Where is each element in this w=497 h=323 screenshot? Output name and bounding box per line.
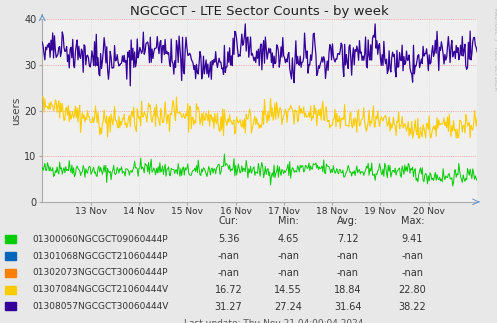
Text: 22.80: 22.80 xyxy=(399,285,426,295)
Text: RRDTOOL / TOBI OETIKER: RRDTOOL / TOBI OETIKER xyxy=(493,8,497,90)
Text: -nan: -nan xyxy=(337,268,359,278)
Text: Max:: Max: xyxy=(401,216,424,226)
Text: 5.36: 5.36 xyxy=(218,234,240,244)
Text: 27.24: 27.24 xyxy=(274,302,302,311)
Text: Last update: Thu Nov 21 04:00:04 2024: Last update: Thu Nov 21 04:00:04 2024 xyxy=(184,318,363,323)
Text: -nan: -nan xyxy=(402,251,423,261)
Text: 14.55: 14.55 xyxy=(274,285,302,295)
Text: 18.84: 18.84 xyxy=(334,285,362,295)
Text: 4.65: 4.65 xyxy=(277,234,299,244)
Text: -nan: -nan xyxy=(218,268,240,278)
Text: 01302073NGCGCT30060444P: 01302073NGCGCT30060444P xyxy=(32,268,168,277)
Text: 7.12: 7.12 xyxy=(337,234,359,244)
Text: 01308057NGCGCT30060444V: 01308057NGCGCT30060444V xyxy=(32,302,168,311)
Text: 01301068NGCGCT21060444P: 01301068NGCGCT21060444P xyxy=(32,252,168,261)
Title: NGCGCT - LTE Sector Counts - by week: NGCGCT - LTE Sector Counts - by week xyxy=(130,5,389,18)
Text: Cur:: Cur: xyxy=(219,216,239,226)
Text: -nan: -nan xyxy=(277,268,299,278)
Y-axis label: users: users xyxy=(11,97,21,125)
Text: Min:: Min: xyxy=(278,216,299,226)
Text: 31.27: 31.27 xyxy=(215,302,243,311)
Text: 38.22: 38.22 xyxy=(399,302,426,311)
Text: 16.72: 16.72 xyxy=(215,285,243,295)
Text: 9.41: 9.41 xyxy=(402,234,423,244)
Text: -nan: -nan xyxy=(277,251,299,261)
Text: 01307084NGCGCT21060444V: 01307084NGCGCT21060444V xyxy=(32,285,168,294)
Text: 01300060NGCGCT09060444P: 01300060NGCGCT09060444P xyxy=(32,235,168,244)
Text: 31.64: 31.64 xyxy=(334,302,362,311)
Text: Avg:: Avg: xyxy=(337,216,358,226)
Text: -nan: -nan xyxy=(337,251,359,261)
Text: -nan: -nan xyxy=(218,251,240,261)
Text: -nan: -nan xyxy=(402,268,423,278)
